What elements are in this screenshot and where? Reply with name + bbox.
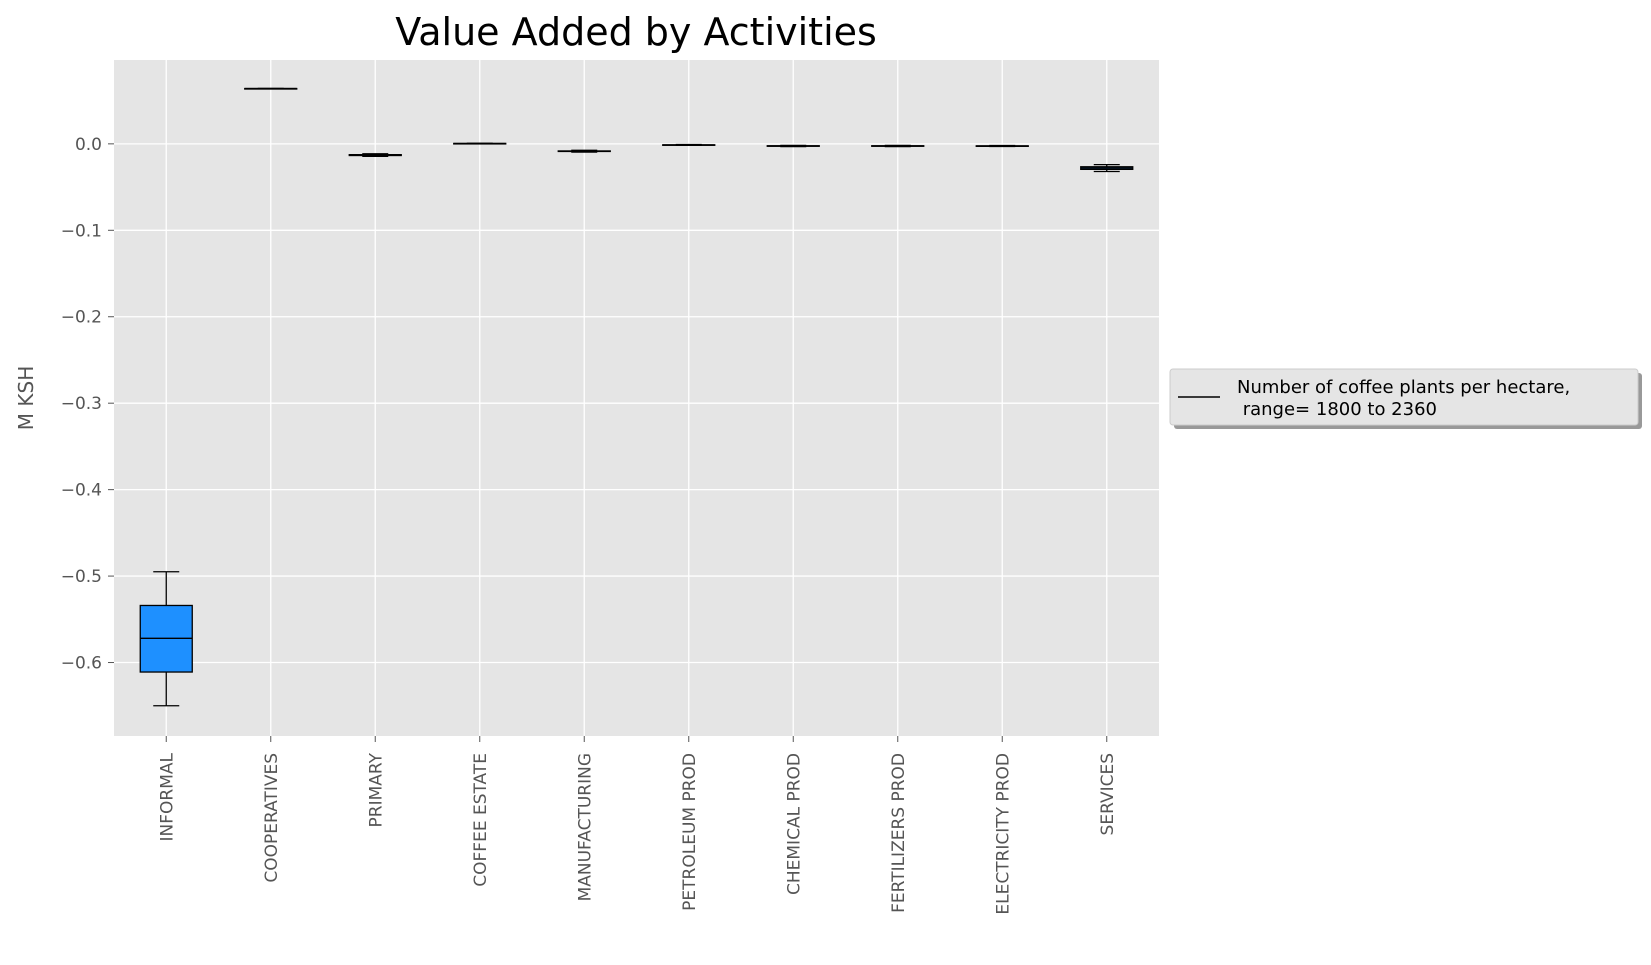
x-tick-label: CHEMICAL PROD: [784, 753, 804, 895]
y-tick-label: −0.6: [61, 654, 102, 674]
box-chemical-prod: [766, 144, 820, 148]
box-manufacturing: [557, 149, 611, 153]
y-tick-label: −0.5: [61, 567, 102, 587]
plot-background: [114, 60, 1159, 736]
box-petroleum-prod: [662, 143, 716, 147]
x-tick-label: COOPERATIVES: [262, 753, 282, 883]
x-tick-label: INFORMAL: [157, 752, 177, 841]
y-axis-label: M KSH: [14, 366, 38, 430]
box-primary: [348, 153, 402, 158]
boxes: [139, 87, 1134, 707]
chart-title: Value Added by Activities: [395, 10, 877, 54]
y-tick-label: −0.1: [61, 221, 102, 241]
x-tick-label: FERTILIZERS PROD: [889, 753, 909, 913]
y-tick-label: −0.3: [61, 394, 102, 414]
legend: Number of coffee plants per hectare, ran…: [1169, 368, 1642, 429]
x-tick-label: PETROLEUM PROD: [680, 753, 700, 911]
legend-entry-line-1: Number of coffee plants per hectare,: [1237, 377, 1570, 398]
x-tick-label: PRIMARY: [366, 752, 386, 827]
x-tick-label: COFFEE ESTATE: [471, 753, 491, 887]
box-electricity-prod: [975, 144, 1029, 148]
box-informal: [139, 571, 193, 707]
legend-box: [1169, 368, 1639, 426]
x-tick-label: MANUFACTURING: [575, 753, 595, 901]
y-tick-label: −0.4: [61, 481, 102, 501]
box-cooperatives: [244, 87, 298, 90]
legend-entry-line-2: range= 1800 to 2360: [1237, 399, 1437, 420]
box-coffee-estate: [453, 142, 507, 145]
y-tick-label: 0.0: [75, 135, 102, 155]
y-tick-label: −0.2: [61, 308, 102, 328]
grid-lines: [114, 60, 1159, 736]
x-tick-label: ELECTRICITY PROD: [993, 753, 1013, 915]
box-services: [1080, 163, 1134, 173]
x-tick-label: SERVICES: [1098, 753, 1118, 835]
y-tick-labels: 0.0 −0.1 −0.2 −0.3 −0.4 −0.5 −0.6: [61, 135, 114, 674]
box-fertilizers-prod: [871, 144, 925, 148]
x-tick-labels: INFORMAL COOPERATIVES PRIMARY COFFEE ESTATE…: [157, 736, 1118, 915]
